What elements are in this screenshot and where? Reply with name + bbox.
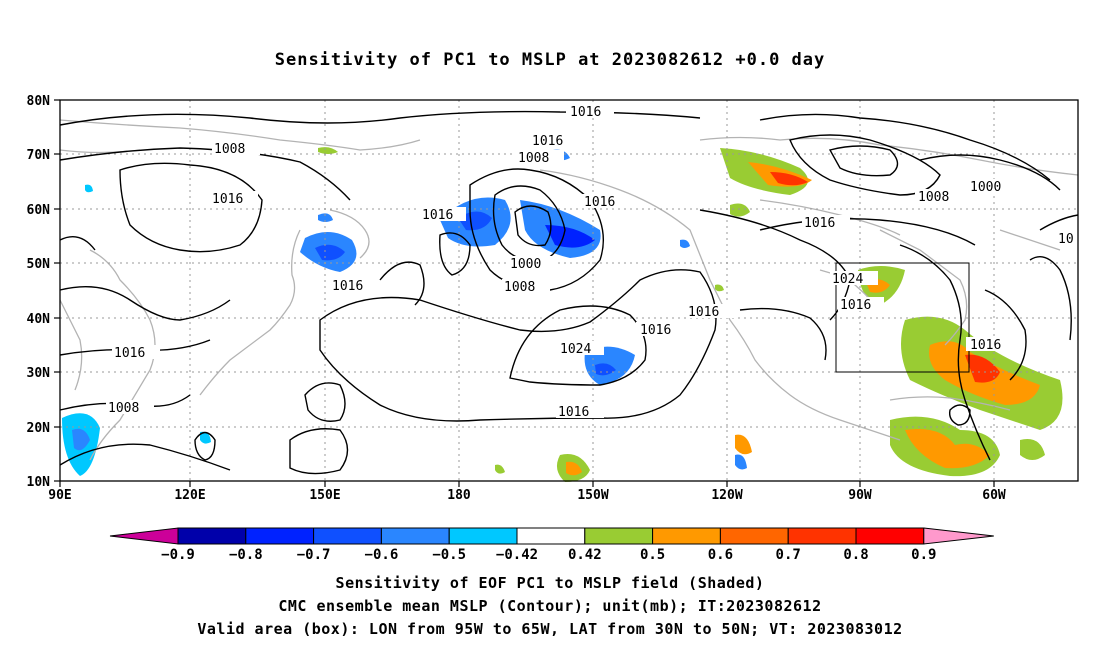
contour-label: 1016 — [212, 192, 243, 207]
contour-label: 1016 — [422, 208, 453, 223]
contour-label: 1016 — [688, 305, 719, 320]
contour-label: 10 — [1058, 232, 1074, 247]
contour-label: 1016 — [558, 405, 589, 420]
colorbar-label: 0.9 — [911, 547, 936, 563]
colorbar-swatch — [313, 527, 382, 545]
contour-label: 1024 — [832, 272, 863, 287]
colorbar-label: −0.8 — [229, 547, 263, 563]
contour-label: 1016 — [804, 216, 835, 231]
lat-tick: 20N — [27, 421, 51, 436]
colorbar-swatch — [787, 527, 857, 545]
colorbar-swatch — [448, 527, 518, 545]
contour-label: 1016 — [532, 134, 563, 149]
lon-tick: 120E — [174, 488, 205, 503]
contour-label: 1008 — [108, 401, 139, 416]
contour-label: 1008 — [214, 142, 245, 157]
contour-label: 1016 — [640, 323, 671, 338]
caption-contour: CMC ensemble mean MSLP (Contour); unit(m… — [278, 597, 822, 615]
contour-label: 1024 — [560, 342, 591, 357]
tick-marks — [54, 99, 995, 487]
colorbar-swatch — [652, 527, 721, 545]
colorbar-min-arrow — [109, 527, 179, 545]
lat-tick: 50N — [27, 257, 51, 272]
lon-tick: 90W — [848, 488, 872, 503]
colorbar-label: −0.7 — [297, 547, 331, 563]
caption-shaded: Sensitivity of EOF PC1 to MSLP field (Sh… — [335, 574, 765, 592]
lat-tick: 80N — [27, 94, 51, 109]
contour-label: 1016 — [570, 105, 601, 120]
lon-tick: 150E — [309, 488, 340, 503]
colorbar-swatch — [380, 527, 450, 545]
colorbar-swatch — [245, 527, 315, 545]
contour-label: 1016 — [114, 346, 145, 361]
lon-tick: 150W — [577, 488, 608, 503]
colorbar-swatch — [177, 527, 247, 545]
latitude-labels: 80N 70N 60N 50N 40N 30N 20N 10N — [27, 94, 51, 490]
map-frame — [59, 99, 1079, 482]
colorbar-swatch — [516, 527, 586, 545]
mslp-contours — [59, 110, 1079, 475]
contour-label: 1000 — [970, 180, 1001, 195]
colorbar-label: 0.5 — [640, 547, 665, 563]
contour-label: 1016 — [970, 338, 1001, 353]
lon-tick: 120W — [711, 488, 742, 503]
colorbar-label: −0.9 — [161, 547, 195, 563]
lon-tick: 180 — [447, 488, 471, 503]
colorbar-label: −0.42 — [496, 547, 538, 563]
lat-tick: 40N — [27, 312, 51, 327]
colorbar-max-arrow — [923, 527, 994, 545]
lat-tick: 60N — [27, 203, 51, 218]
lon-tick: 60W — [982, 488, 1006, 503]
colorbar-label: 0.6 — [708, 547, 733, 563]
lat-tick: 70N — [27, 148, 51, 163]
contour-labels: 1016 1016 1008 1008 1016 1016 1016 1016 … — [106, 104, 1074, 420]
lat-tick: 10N — [27, 475, 51, 490]
colorbar-swatch — [719, 527, 789, 545]
contour-label: 1000 — [510, 257, 541, 272]
sensitivity-shading — [62, 147, 1063, 482]
colorbar-label: 0.42 — [568, 547, 602, 563]
contour-label: 1008 — [918, 190, 949, 205]
lon-tick: 90E — [48, 488, 71, 503]
colorbar-swatch — [855, 527, 925, 545]
valid-area-box — [835, 262, 970, 373]
map-title: Sensitivity of PC1 to MSLP at 2023082612… — [274, 50, 826, 70]
colorbar-label: 0.8 — [843, 547, 868, 563]
contour-label: 1008 — [518, 151, 549, 166]
contour-label: 1016 — [332, 279, 363, 294]
longitude-labels: 90E 120E 150E 180 150W 120W 90W 60W — [48, 488, 1006, 503]
contour-label: 1016 — [840, 298, 871, 313]
colorbar-label: −0.6 — [365, 547, 399, 563]
lat-tick: 30N — [27, 366, 51, 381]
colorbar-swatch — [584, 527, 654, 545]
contour-label: 1008 — [504, 280, 535, 295]
caption-valid-area: Valid area (box): LON from 95W to 65W, L… — [197, 620, 903, 638]
colorbar-label: −0.5 — [432, 547, 466, 563]
colorbar-label: 0.7 — [776, 547, 801, 563]
contour-label: 1016 — [584, 195, 615, 210]
colorbar: −0.9 −0.8 −0.7 −0.6 −0.5 −0.42 0.42 0.5 0.6 0.7 0.… — [109, 527, 994, 563]
